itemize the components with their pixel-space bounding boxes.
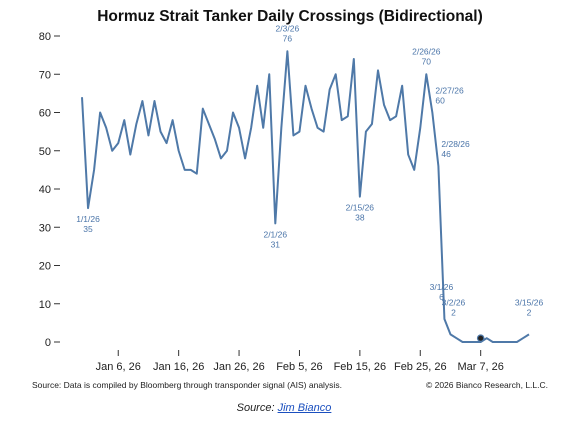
y-tick-label: 50	[39, 146, 51, 158]
source-caption-prefix: Source:	[236, 402, 278, 414]
annotation-value: 2	[527, 307, 532, 317]
x-tick-label: Feb 5, 26	[276, 361, 322, 373]
annotation-value: 31	[271, 239, 281, 249]
y-tick-label: 30	[39, 222, 51, 234]
annotation-date: 3/1/26	[430, 282, 454, 292]
chart-title: Hormuz Strait Tanker Daily Crossings (Bi…	[97, 8, 483, 25]
source-caption: Source: Jim Bianco	[0, 402, 568, 414]
annotation-value: 76	[283, 33, 293, 43]
annotation: 3/1/266	[430, 282, 454, 302]
annotation-value: 6	[439, 292, 444, 302]
x-tick-label: Jan 16, 26	[153, 361, 204, 373]
y-tick-label: 10	[39, 299, 51, 311]
highlight-point	[476, 334, 485, 342]
y-tick-label: 20	[39, 261, 51, 273]
annotation-value: 70	[422, 56, 432, 66]
annotation-date: 2/28/26	[441, 139, 470, 149]
annotation-value: 2	[451, 307, 456, 317]
x-tick-label: Feb 25, 26	[394, 361, 447, 373]
y-axis: 0 10 20 30 40 50 60 70 80	[39, 31, 60, 349]
y-tick-label: 40	[39, 184, 51, 196]
series-line	[81, 50, 530, 343]
x-tick-label: Mar 7, 26	[457, 361, 503, 373]
annotation-date: 2/1/26	[263, 229, 287, 239]
source-note: Source: Data is compiled by Bloomberg th…	[32, 380, 342, 390]
x-axis: Jan 6, 26 Jan 16, 26 Jan 26, 26 Feb 5, 26 Fe…	[96, 350, 504, 373]
y-tick-label: 0	[45, 337, 51, 349]
annotation-date: 2/26/26	[412, 46, 441, 56]
x-tick-label: Jan 26, 26	[213, 361, 264, 373]
source-link[interactable]: Jim Bianco	[277, 402, 332, 414]
x-tick-label: Feb 15, 26	[334, 361, 387, 373]
y-tick-label: 70	[39, 69, 51, 81]
copyright-note: © 2026 Bianco Research, L.L.C.	[426, 380, 548, 390]
annotation: 3/15/262	[515, 297, 544, 317]
annotation-date: 1/1/26	[76, 214, 100, 224]
annotation-date: 2/27/26	[435, 86, 464, 96]
annotation-date: 2/15/26	[346, 203, 375, 213]
annotation-value: 38	[355, 213, 365, 223]
annotation-date: 3/15/26	[515, 297, 544, 307]
annotation-date: 3/2/26	[442, 297, 466, 307]
y-tick-label: 80	[39, 31, 51, 43]
y-tick-label: 60	[39, 108, 51, 120]
annotation-value: 35	[83, 224, 93, 234]
annotation-date: 2/3/26	[276, 23, 300, 33]
annotation: 3/2/262	[442, 297, 466, 317]
annotation-value: 60	[435, 96, 445, 106]
x-tick-label: Jan 6, 26	[96, 361, 141, 373]
annotation-value: 46	[441, 149, 451, 159]
